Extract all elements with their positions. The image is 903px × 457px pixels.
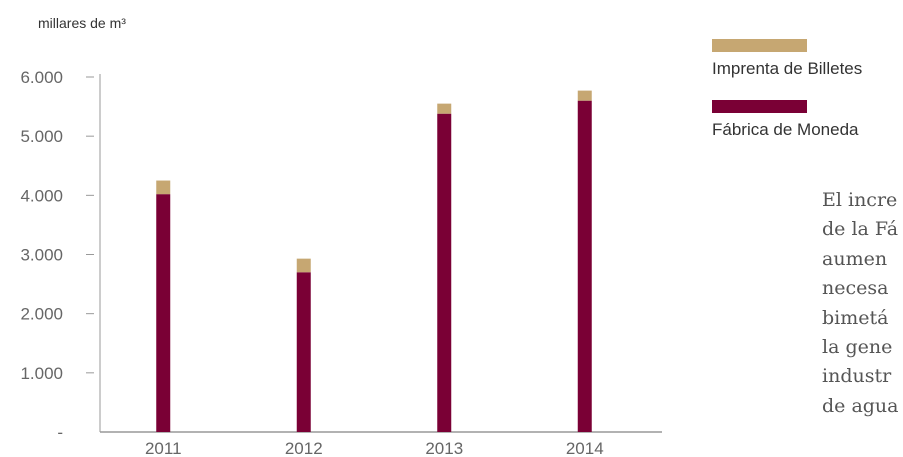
- y-tick-label: 6.000: [20, 68, 63, 87]
- y-tick-label: 1.000: [20, 364, 63, 383]
- legend-label-fabrica: Fábrica de Moneda: [712, 120, 859, 139]
- y-tick-label: 4.000: [20, 186, 63, 205]
- legend-swatch-fabrica: [712, 100, 807, 113]
- side-text-line: de agua: [822, 394, 899, 417]
- side-text: El incre de la Fá aumen necesa bimetá la…: [822, 186, 903, 421]
- x-tick-label: 2012: [285, 439, 323, 457]
- bar-segment: [437, 103, 452, 114]
- y-tick-label: -: [57, 423, 63, 442]
- bar-segment: [577, 90, 592, 101]
- y-tick-label: 2.000: [20, 305, 63, 324]
- y-axis: 6.000 5.000 4.000 3.000 2.000 1.000 -: [20, 68, 101, 442]
- bar-segment: [296, 272, 311, 432]
- y-tick-label: 3.000: [20, 246, 63, 265]
- side-text-line: aumen: [822, 247, 888, 270]
- side-text-line: El incre: [822, 189, 898, 211]
- side-text-line: bimetá: [822, 306, 889, 329]
- bar-segment: [156, 194, 171, 432]
- bars: [156, 90, 592, 433]
- y-tick-label: 5.000: [20, 127, 63, 146]
- x-tick-label: 2013: [425, 439, 463, 457]
- x-tick-label: 2011: [145, 439, 182, 457]
- side-text-line: necesa: [822, 277, 889, 300]
- side-text-line: de la Fá: [822, 218, 899, 241]
- x-tick-label: 2014: [566, 439, 604, 457]
- unit-label: millares de m³: [38, 15, 126, 31]
- bar-segment: [437, 113, 452, 432]
- legend-label-imprenta: Imprenta de Billetes: [712, 59, 863, 78]
- x-axis: 2011 2012 2013 2014: [100, 431, 662, 457]
- bar-segment: [296, 258, 311, 273]
- bar-segment: [156, 180, 171, 195]
- chart: millares de m³ 6.000 5.000 4.000 3.000 2.000…: [20, 15, 662, 457]
- side-text-line: industr: [822, 365, 892, 388]
- legend-swatch-imprenta: [712, 39, 807, 52]
- bar-segment: [577, 100, 592, 433]
- side-text-line: la gene: [822, 335, 893, 358]
